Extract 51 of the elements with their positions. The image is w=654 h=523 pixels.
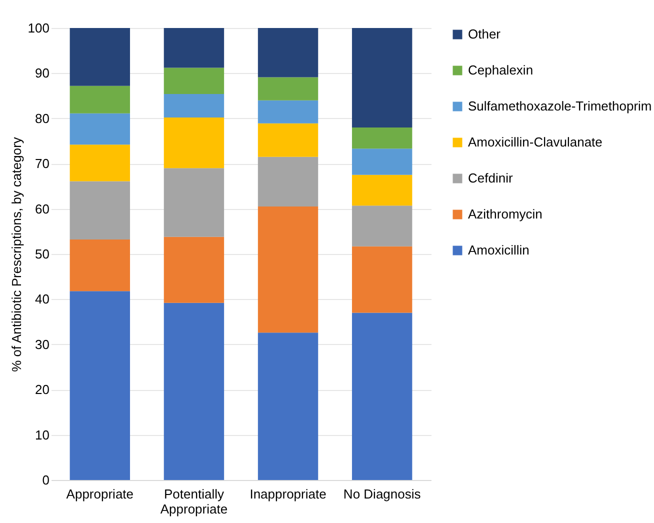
y-tick-label: 40 — [35, 292, 50, 307]
x-tick-label: Appropriate — [66, 486, 134, 502]
bar — [70, 181, 130, 240]
x-tick-label: Inappropriate — [250, 486, 326, 502]
bar — [70, 240, 130, 292]
bar — [258, 156, 318, 207]
y-tick-label: 20 — [35, 382, 50, 398]
bar — [70, 291, 130, 480]
bar — [352, 246, 412, 313]
bar — [258, 100, 318, 124]
y-tick-label: 60 — [35, 201, 50, 216]
bar — [258, 28, 318, 78]
y-tick-label: 10 — [35, 427, 50, 442]
y-tick-label: 90 — [35, 66, 50, 81]
x-tick-label: No Diagnosis — [343, 486, 422, 502]
bar — [352, 127, 412, 149]
y-tick-label: 50 — [35, 246, 50, 262]
bar — [164, 168, 224, 237]
y-tick-label: 70 — [35, 156, 50, 172]
legend-label: Amoxicillin-Clavulanate — [468, 134, 602, 150]
y-tick-label: 30 — [35, 336, 50, 352]
bar — [70, 86, 130, 114]
legend-label: Sulfamethoxazole-Trimethoprim — [468, 98, 652, 114]
bar — [352, 148, 412, 175]
bar — [352, 312, 412, 480]
bar — [258, 77, 318, 100]
legend-label: Cephalexin — [468, 62, 534, 78]
bar — [258, 332, 318, 480]
bar — [70, 28, 130, 86]
legend-label: Other — [468, 26, 502, 42]
bar — [164, 28, 224, 68]
y-tick-label: 0 — [42, 472, 50, 488]
legend-label: Cefdinir — [468, 170, 514, 186]
bar — [164, 94, 224, 118]
bar — [258, 123, 318, 157]
bar — [352, 206, 412, 246]
legend-label: Azithromycin — [468, 206, 542, 222]
bar — [164, 117, 224, 168]
bar — [352, 28, 412, 128]
y-tick-label: 100 — [28, 20, 50, 36]
legend-label: Amoxicillin — [468, 242, 530, 258]
y-tick-label: 80 — [35, 110, 50, 126]
bar — [164, 68, 224, 94]
bar — [352, 174, 412, 206]
bar — [164, 236, 224, 303]
y-axis-title: % of Antibiotic Prescriptions, by category — [8, 136, 24, 372]
x-tick-label: Potentially Appropriate — [160, 486, 228, 516]
bar — [70, 144, 130, 182]
bar — [258, 206, 318, 333]
bar — [164, 302, 224, 480]
bar — [70, 113, 130, 145]
